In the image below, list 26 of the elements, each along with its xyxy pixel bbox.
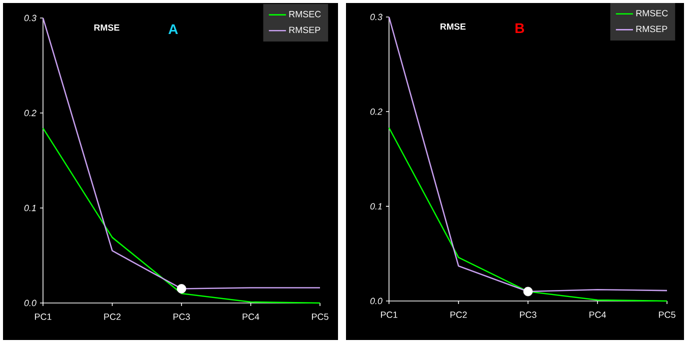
legend-label: RMSEC: [289, 10, 321, 18]
y-tick-label: 0.1: [24, 204, 36, 212]
x-tick-label: PC3: [173, 314, 190, 320]
x-tick-label: PC2: [450, 312, 467, 318]
y-tick-label: 0.0: [24, 300, 36, 306]
y-tick-label: 0.3: [370, 14, 382, 20]
x-tick-label: PC1: [34, 314, 52, 320]
legend-label: RMSEC: [636, 10, 668, 16]
x-tick-label: PC5: [312, 314, 328, 320]
y-tick-label: 0.2: [370, 108, 382, 115]
y-tick-label: 0.2: [24, 110, 36, 116]
x-tick-label: PC2: [104, 314, 121, 320]
legend-label: RMSEP: [636, 26, 668, 32]
x-tick-label: PC1: [380, 312, 398, 318]
chart-title: B: [516, 23, 524, 33]
y-axis-title: RMSE: [440, 23, 466, 30]
x-tick-label: PC4: [589, 312, 606, 318]
x-tick-label: PC3: [520, 312, 536, 318]
x-tick-label: PC4: [242, 314, 260, 320]
x-tick-label: PC5: [658, 312, 676, 318]
legend-label: RMSEP: [289, 26, 320, 34]
y-tick-label: 0.0: [370, 298, 382, 304]
y-tick-label: 0.1: [370, 203, 382, 210]
chart-title: A: [168, 24, 178, 34]
y-tick-label: 0.3: [24, 14, 36, 22]
y-axis-title: RMSE: [94, 24, 120, 31]
